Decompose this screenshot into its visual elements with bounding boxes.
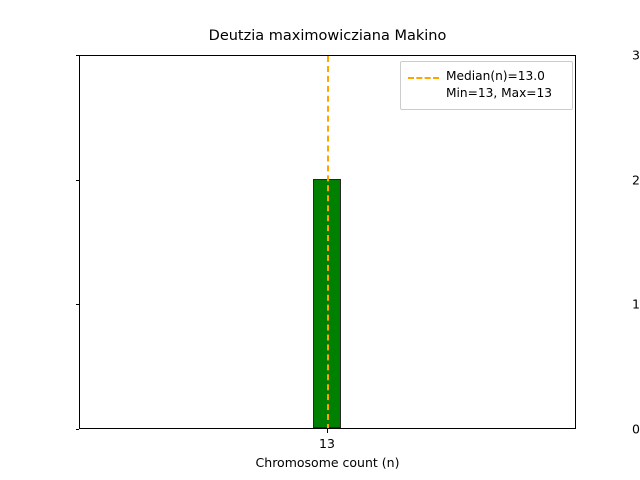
x-axis-label: Chromosome count (n) [255, 455, 400, 470]
legend: Median(n)=13.0 Min=13, Max=13 [400, 61, 573, 110]
median-line [327, 56, 329, 428]
y-tick-label-1: 1 [632, 296, 640, 312]
legend-median-label: Median(n)=13.0 [446, 69, 545, 83]
y-tick-label-2: 2 [632, 172, 640, 188]
legend-minmax-label: Min=13, Max=13 [446, 86, 553, 101]
y-tick-mark-0 [75, 429, 79, 430]
legend-entry-text: Median(n)=13.0 Min=13, Max=13 [446, 68, 552, 103]
chart-title: Deutzia maximowicziana Makino [208, 28, 447, 44]
x-tick-mark-13 [327, 429, 328, 433]
y-tick-label-3: 3 [632, 47, 640, 63]
y-tick-mark-2 [75, 179, 79, 181]
y-tick-label-0: 0 [632, 421, 640, 437]
y-tick-mark-1 [75, 304, 79, 306]
x-tick-label-13: 13 [319, 436, 335, 451]
plot-inner [80, 56, 575, 428]
plot-area [79, 55, 576, 429]
legend-dashed-line-icon [408, 70, 439, 86]
y-tick-mark-3 [75, 55, 79, 56]
